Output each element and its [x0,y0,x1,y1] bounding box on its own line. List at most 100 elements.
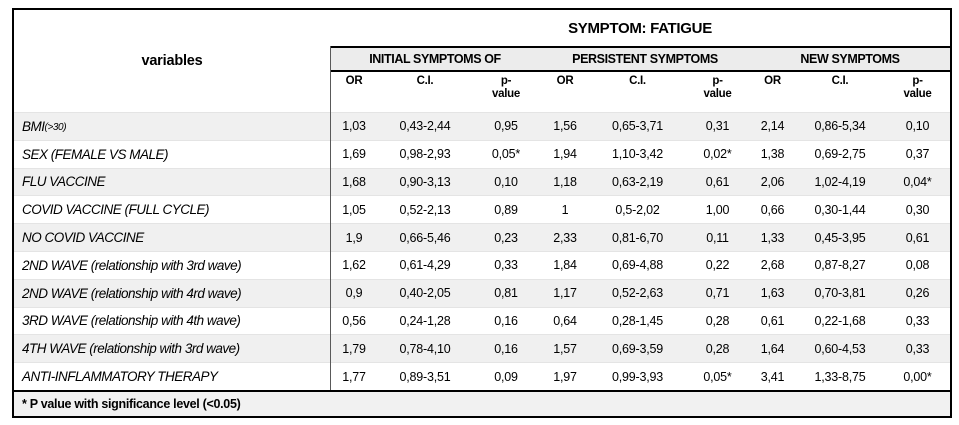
subheader-p-value: p- value [703,75,732,100]
cell-p-value: 0,16 [494,341,518,356]
variable-label: COVID VACCINE (FULL CYCLE) [14,196,330,223]
cell-or: 1,18 [553,174,577,189]
cell-ci: 1,10-3,42 [611,147,664,162]
variable-name: BMI [22,118,45,134]
variable-label: FLU VACCINE [14,169,330,196]
subheader-row: OR C.I. p- value OR C.I. p- value OR C.I… [330,72,950,112]
cell-ci: 0,63-2,19 [611,174,664,189]
variable-label: NO COVID VACCINE [14,224,330,251]
cell-p-value: 0,02* [703,147,732,162]
group-header-new-symptoms: NEW SYMPTOMS [800,52,900,66]
subheader-p-value: p- value [903,75,932,100]
cell-ci: 0,60-4,53 [814,341,866,356]
cell-ci: 0,24-1,28 [399,313,451,328]
cell-ci: 0,65-3,71 [611,119,664,134]
table-row: NO COVID VACCINE 1,9 0,66-5,46 0,23 2,33… [14,223,950,251]
table-row: 2ND WAVE (relationship with 3rd wave) 1,… [14,250,950,279]
cell-p-value: 0,23 [494,230,518,245]
results-table: variables SYMPTOM: FATIGUE INITIAL SYMPT… [12,8,952,418]
subheader-or: OR [556,75,574,87]
cell-p-value: 0,26 [905,286,930,301]
cell-p-value: 0,33 [494,258,518,273]
cell-p-value: 0,81 [494,286,518,301]
cell-ci: 0,66-5,46 [399,230,451,245]
variable-name: NO COVID VACCINE [22,230,144,246]
variable-name: SEX (FEMALE VS MALE) [22,146,169,162]
table-row: ANTI-INFLAMMATORY THERAPY 1,77 0,89-3,51… [14,362,950,390]
table-row: FLU VACCINE 1,68 0,90-3,13 0,10 1,18 0,6… [14,167,950,196]
significance-footnote: * P value with significance level (<0.05… [14,389,950,416]
cell-or: 1,63 [760,286,785,301]
cell-p-value: 0,10 [905,119,930,134]
cell-p-value: 0,89 [494,202,518,217]
cell-or: 1,97 [553,369,577,384]
cell-p-value: 0,37 [905,147,930,162]
cell-or: 1,05 [342,202,366,217]
cell-or: 2,33 [553,230,577,245]
variables-column-header: variables [141,53,203,69]
cell-ci: 0,43-2,44 [399,119,451,134]
cell-or: 1,03 [342,119,366,134]
variable-name: 2ND WAVE (relationship with 4rd wave) [22,285,242,301]
variable-label: ANTI-INFLAMMATORY THERAPY [14,363,330,390]
cell-or: 1,17 [553,286,577,301]
subheader-or: OR [764,75,781,87]
cell-p-value: 0,28 [705,313,730,328]
cell-p-value: 0,09 [494,369,518,384]
cell-ci: 0,30-1,44 [814,202,866,217]
table-row: SEX (FEMALE VS MALE) 1,69 0,98-2,93 0,05… [14,139,950,168]
cell-ci: 0,98-2,93 [399,147,451,162]
variable-name: ANTI-INFLAMMATORY THERAPY [22,369,218,385]
cell-or: 2,68 [760,258,785,273]
cell-or: 1,68 [342,174,366,189]
cell-or: 0,56 [342,313,366,328]
cell-or: 2,14 [760,119,785,134]
cell-or: 1,9 [345,230,363,245]
cell-or: 1,79 [342,341,366,356]
cell-or: 0,66 [760,202,785,217]
cell-p-value: 0,16 [494,313,518,328]
cell-ci: 0,69-3,59 [611,341,664,356]
cell-p-value: 0,30 [905,202,930,217]
cell-ci: 0,61-4,29 [399,258,451,273]
cell-ci: 0,28-1,45 [611,313,664,328]
table-row: 4TH WAVE (relationship with 3rd wave) 1,… [14,334,950,363]
cell-or: 1,84 [553,258,577,273]
cell-ci: 1,02-4,19 [814,174,866,189]
cell-ci: 0,99-3,93 [611,369,664,384]
cell-ci: 0,87-8,27 [814,258,866,273]
table-row: 3RD WAVE (relationship with 4th wave) 0,… [14,306,950,335]
cell-p-value: 0,61 [905,230,930,245]
table-row: COVID VACCINE (FULL CYCLE) 1,05 0,52-2,1… [14,195,950,224]
cell-p-value: 0,04* [903,174,932,189]
cell-or: 2,06 [760,174,785,189]
subheader-ci: C.I. [416,75,434,87]
cell-p-value: 0,22 [705,258,730,273]
cell-ci: 0,69-2,75 [814,147,866,162]
subheader-ci: C.I. [629,75,646,87]
cell-or: 0,9 [345,286,363,301]
variable-name: COVID VACCINE (FULL CYCLE) [22,202,210,218]
variable-label: 3RD WAVE (relationship with 4th wave) [14,308,330,335]
group-header-initial-symptoms: INITIAL SYMPTOMS OF [369,52,501,66]
cell-ci: 0,40-2,05 [399,286,451,301]
cell-or: 0,64 [553,313,577,328]
group-header-band: INITIAL SYMPTOMS OF PERSISTENT SYMPTOMS … [330,46,950,72]
variable-label: 2ND WAVE (relationship with 3rd wave) [14,252,330,279]
table-header: variables SYMPTOM: FATIGUE INITIAL SYMPT… [14,10,950,112]
cell-ci: 0,86-5,34 [814,119,866,134]
cell-ci: 0,89-3,51 [399,369,451,384]
cell-p-value: 0,31 [705,119,730,134]
cell-ci: 0,52-2,13 [399,202,451,217]
cell-ci: 0,81-6,70 [611,230,664,245]
cell-ci: 0,69-4,88 [611,258,664,273]
subheader-ci: C.I. [831,75,849,87]
variable-name: 4TH WAVE (relationship with 3rd wave) [22,341,240,357]
cell-or: 1,77 [342,369,366,384]
variable-label: SEX (FEMALE VS MALE) [14,141,330,168]
cell-or: 1,94 [553,147,577,162]
cell-ci: 0,52-2,63 [611,286,664,301]
variable-label: BMI (>30) [14,113,330,140]
variable-name: 3RD WAVE (relationship with 4th wave) [22,313,241,329]
cell-ci: 0,45-3,95 [814,230,866,245]
